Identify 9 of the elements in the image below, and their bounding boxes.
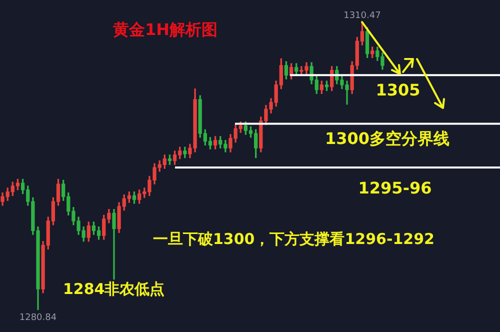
chart-title: 黄金1H解析图 <box>112 20 218 40</box>
annotation: 1284非农低点 <box>63 280 165 298</box>
annotation: 一旦下破1300，下方支撑看1296-1292 <box>153 230 434 248</box>
ref-line-label: 1295-96 <box>358 178 432 198</box>
annotation: 1280.84 <box>19 312 57 323</box>
ref-line-label: 1300多空分界线 <box>325 128 450 148</box>
candlestick <box>112 208 116 280</box>
annotation: 1310.47 <box>344 10 381 21</box>
ref-line-label: 1305 <box>376 80 420 100</box>
